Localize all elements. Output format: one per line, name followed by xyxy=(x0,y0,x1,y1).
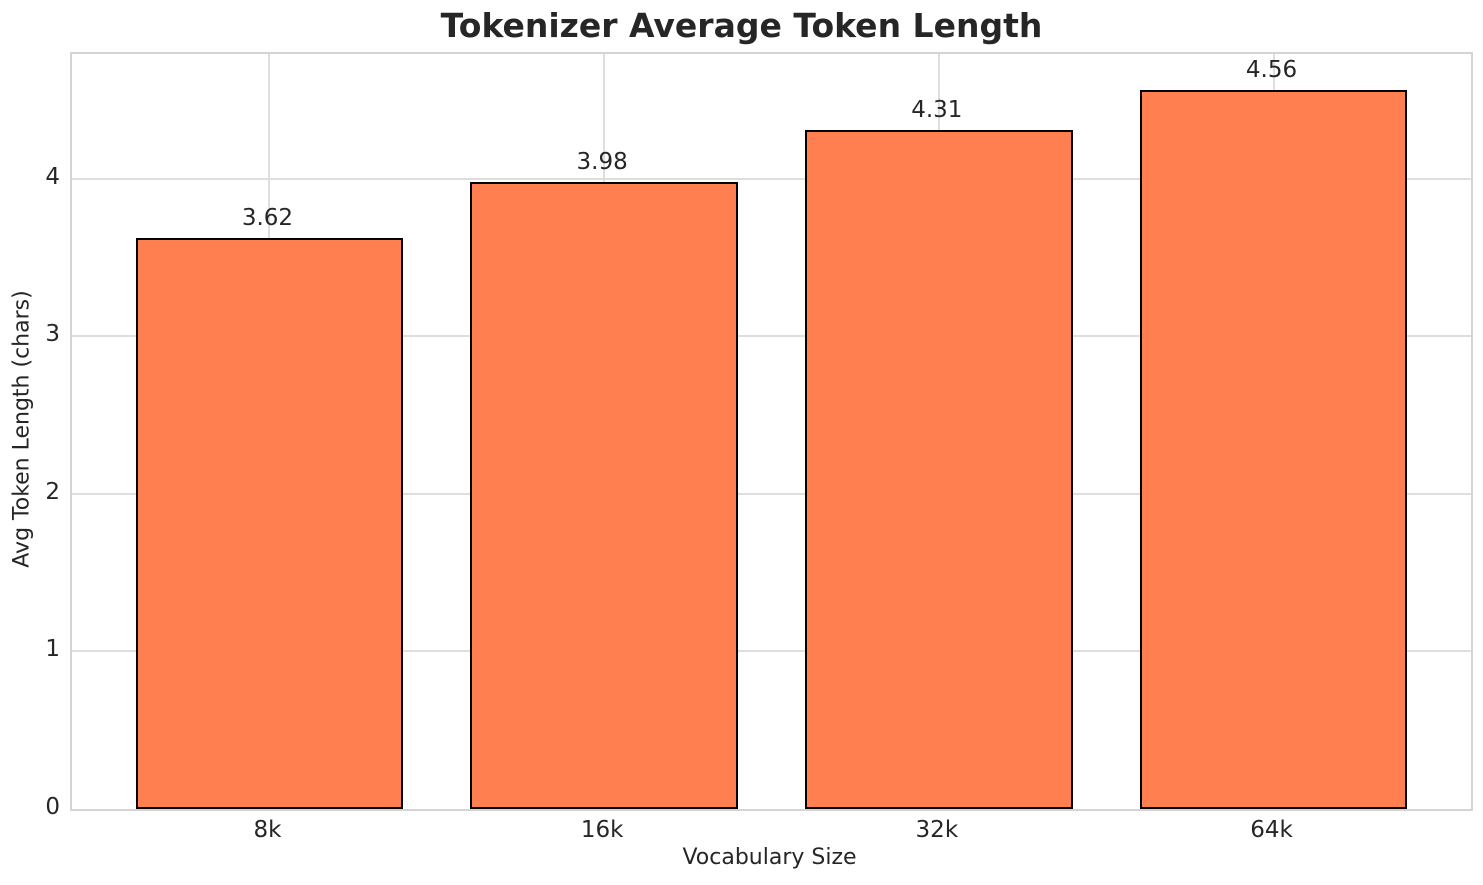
y-tick-label-3: 3 xyxy=(45,321,60,348)
bar-8k xyxy=(135,238,404,809)
y-gridline-1 xyxy=(72,650,1471,653)
bar-value-label-64k: 4.56 xyxy=(1245,57,1298,84)
bar-value-label-16k: 3.98 xyxy=(576,148,628,175)
bar-32k xyxy=(804,129,1073,809)
bar-64k xyxy=(1139,90,1408,809)
y-gridline-2 xyxy=(72,492,1471,495)
bar-value-label-8k: 3.62 xyxy=(241,205,294,232)
x-tick-label-16k: 16k xyxy=(580,817,624,843)
y-tick-label-4: 4 xyxy=(45,163,60,190)
y-gridline-4 xyxy=(72,177,1471,180)
x-tick-label-8k: 8k xyxy=(253,817,282,843)
bar-value-label-32k: 4.31 xyxy=(911,96,963,123)
y-tick-label-1: 1 xyxy=(45,636,60,663)
chart-title: Tokenizer Average Token Length xyxy=(440,6,1043,45)
x-tick-label-64k: 64k xyxy=(1250,817,1293,843)
y-gridline-3 xyxy=(72,335,1471,338)
bar-16k xyxy=(470,181,739,809)
plot-area xyxy=(70,52,1473,811)
x-tick-label-32k: 32k xyxy=(915,817,959,843)
y-tick-label-2: 2 xyxy=(45,478,60,505)
y-tick-label-0: 0 xyxy=(45,794,60,820)
x-axis-label: Vocabulary Size xyxy=(682,845,857,870)
